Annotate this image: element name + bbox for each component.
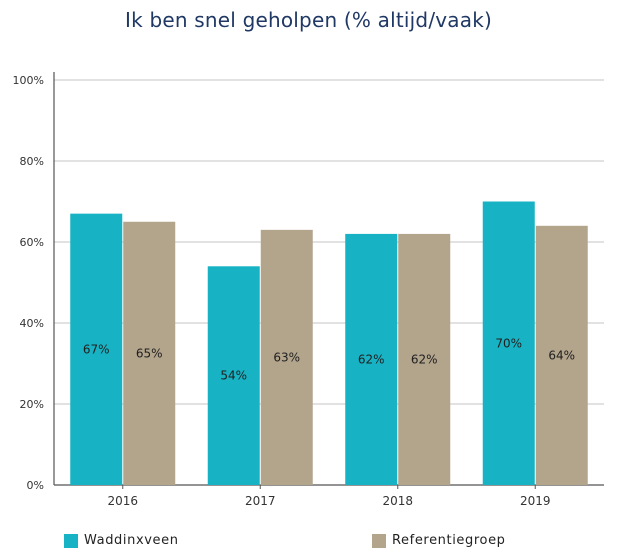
bar — [482, 201, 535, 485]
bar — [345, 233, 398, 485]
data-label: 63% — [273, 350, 300, 364]
legend-item-waddinxveen[interactable]: Waddinxveen — [64, 533, 179, 548]
y-tick-label: 40% — [20, 317, 44, 330]
bar — [123, 221, 176, 485]
bars — [70, 201, 588, 486]
bar — [535, 225, 588, 486]
data-label: 65% — [136, 346, 163, 360]
bar — [70, 213, 123, 485]
legend-label-waddinxveen: Waddinxveen — [84, 533, 179, 548]
x-axis-tick-labels: 2016 2017 2018 2019 — [107, 494, 550, 508]
y-tick-label: 20% — [20, 398, 44, 411]
data-label: 62% — [358, 352, 385, 366]
data-labels: 67% 65% 54% 63% 62% 62% 70% 64% — [83, 336, 575, 382]
x-tick-label: 2017 — [245, 494, 276, 508]
chart-title: Ik ben snel geholpen (% altijd/vaak) — [125, 8, 492, 32]
y-tick-label: 80% — [20, 155, 44, 168]
data-label: 70% — [495, 336, 522, 350]
legend-swatch-waddinxveen — [64, 533, 78, 548]
data-label: 62% — [411, 352, 438, 366]
legend-swatch-referentiegroep — [372, 533, 386, 548]
data-label: 67% — [83, 342, 110, 356]
bar — [207, 266, 260, 485]
y-axis-tick-labels: 0% 20% 40% 60% 80% 100% — [13, 74, 44, 492]
x-tick-label: 2018 — [382, 494, 413, 508]
bar-chart: 0%20%40%60%80%100% 2016 2017 2018 2019 67% 6… — [13, 72, 604, 508]
x-tick-label: 2016 — [107, 494, 138, 508]
y-tick-label: 0% — [27, 479, 44, 492]
bar — [260, 229, 313, 485]
y-tick-label: 100% — [13, 74, 44, 87]
legend-label-referentiegroep: Referentiegroep — [392, 533, 506, 548]
bar — [398, 233, 451, 485]
x-tick-label: 2019 — [520, 494, 551, 508]
y-tick-label: 60% — [20, 236, 44, 249]
legend-item-referentiegroep[interactable]: Referentiegroep — [372, 533, 506, 548]
data-label: 64% — [548, 348, 575, 362]
data-label: 54% — [220, 369, 247, 383]
legend: Waddinxveen Referentiegroep — [0, 533, 617, 555]
